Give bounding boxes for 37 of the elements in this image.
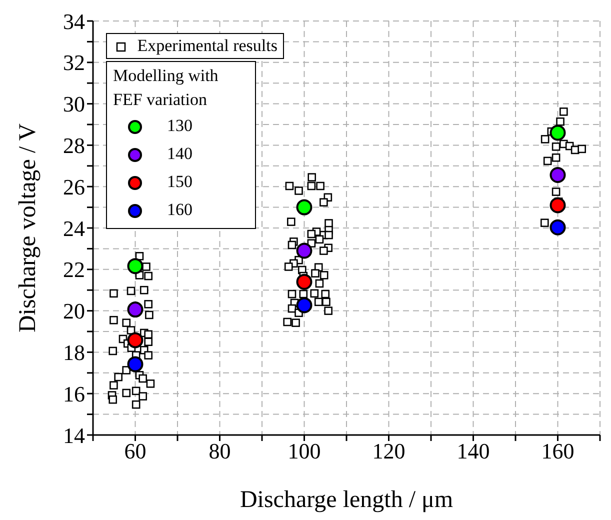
point [296, 199, 312, 216]
point [550, 167, 566, 184]
point [127, 258, 144, 274]
point [296, 297, 312, 314]
point [550, 219, 566, 236]
legend-label: 160 [167, 200, 192, 220]
x-tick-label: 60 [124, 438, 146, 464]
point [550, 197, 566, 214]
x-tick-label: 100 [288, 438, 321, 464]
x-tick-label: 140 [456, 438, 490, 464]
legend-label: Experimental results [137, 36, 278, 55]
x-tick-label: 80 [208, 438, 231, 464]
point [296, 274, 312, 290]
y-axis-title: Discharge voltage / V [15, 122, 41, 333]
legend-label: 140 [167, 144, 192, 164]
y-tick-label: 20 [63, 298, 85, 324]
x-tick-label: 160 [541, 438, 574, 464]
point [127, 302, 144, 318]
y-tick-label: 30 [63, 92, 85, 117]
y-tick-label: 26 [63, 174, 85, 200]
x-tick-label: 120 [372, 438, 406, 464]
y-tick-label: 24 [63, 216, 85, 241]
legend-title: Modelling with FEF variation [113, 65, 220, 111]
legend-label: 150 [167, 172, 192, 192]
point [127, 356, 144, 372]
y-tick-label: 16 [63, 381, 85, 406]
point [550, 124, 566, 141]
y-tick-label: 22 [63, 257, 85, 282]
legend-label: 130 [167, 116, 192, 136]
y-tick-label: 18 [63, 340, 85, 366]
y-tick-label: 34 [63, 8, 85, 34]
point [296, 242, 312, 259]
x-axis-title: Discharge length / μm [240, 487, 454, 513]
point [127, 332, 144, 348]
y-tick-label: 14 [63, 422, 85, 448]
y-tick-label: 32 [63, 50, 85, 76]
y-tick-label: 28 [63, 133, 85, 158]
